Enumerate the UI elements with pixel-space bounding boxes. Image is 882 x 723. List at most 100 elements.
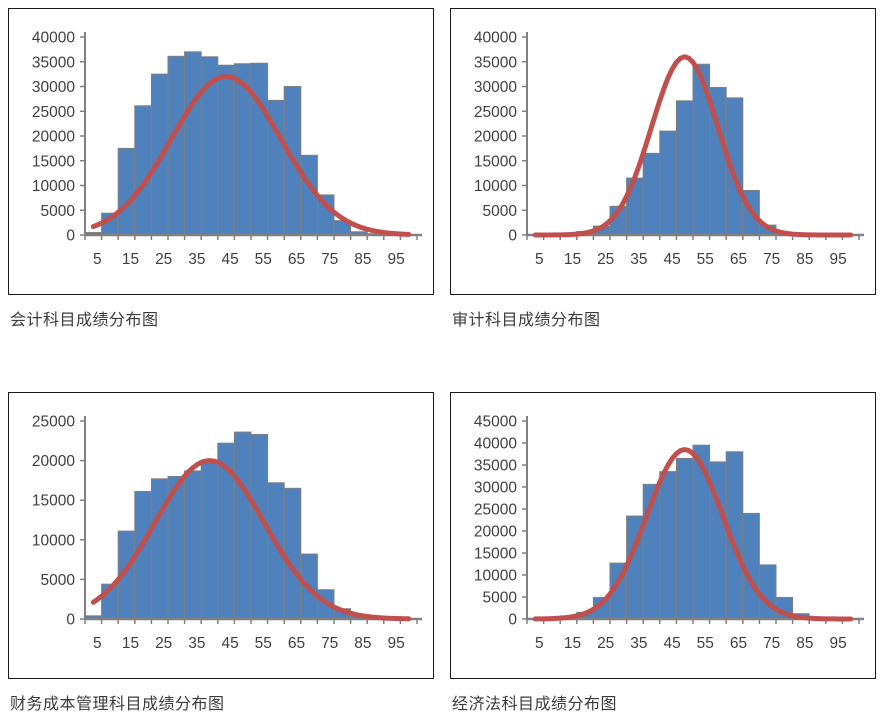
y-axis-tick-label: 40000 [474,30,517,47]
x-axis-tick-label: 95 [387,251,404,268]
normal-distribution-curve [90,74,412,237]
x-axis-tick-label: 55 [255,635,272,652]
caption-financial-cost-management: 财务成本管理科目成绩分布图 [10,696,225,713]
y-axis-tick-label: 45000 [474,414,517,431]
x-axis-tick-label: 85 [796,251,813,268]
y-axis-tick-label: 40000 [474,436,517,453]
x-axis-tick-label: 75 [763,635,780,652]
y-axis-tick-label: 15000 [474,546,517,563]
histogram-bar [642,152,661,236]
chart-accounting-distribution: 0 5000 10000 15000 20000 25000 30000 35000 40000… [8,8,434,295]
x-axis-tick-label: 25 [155,635,172,652]
y-axis-tick-label: 15000 [32,153,75,170]
y-axis-tick-label: 20000 [474,129,517,146]
caption-accounting: 会计科目成绩分布图 [10,312,159,329]
x-axis-tick-label: 25 [597,635,614,652]
y-axis-tick-label: 35000 [474,458,517,475]
y-axis-tick-label: 30000 [474,480,517,497]
histogram-bar [134,105,152,236]
normal-distribution-curve [532,447,854,622]
y-axis-tick-label: 30000 [474,79,517,96]
y-axis-tick-label: 0 [508,612,517,629]
y-axis-tick-label: 10000 [32,178,75,195]
x-axis-tick-label: 65 [730,635,747,652]
histogram-bar [200,460,219,620]
y-axis-tick-label: 0 [66,228,75,245]
x-axis-tick-label: 65 [288,251,305,268]
x-axis-tick-label: 25 [155,251,172,268]
histogram-bar [233,431,252,620]
x-axis-tick-label: 15 [122,251,139,268]
histogram-bar [659,471,677,620]
chart-financial-cost-management-distribution: 0 5000 10000 15000 20000 25000 5 15 25 35 45 55 65 75… [8,392,434,679]
chart-auditing-distribution: 0 5000 10000 15000 20000 25000 30000 35000 40000… [450,8,876,295]
caption-auditing: 审计科目成绩分布图 [452,312,601,329]
x-axis-tick-label: 65 [288,635,305,652]
economic-law-histogram-svg: 0 5000 10000 15000 20000 25000 30000 35000 40000… [474,414,864,652]
x-axis-tick-label: 95 [387,635,404,652]
x-axis-tick-label: 5 [93,635,102,652]
chart-economic-law-distribution: 0 5000 10000 15000 20000 25000 30000 35000 40000… [450,392,876,679]
auditing-histogram-svg: 0 5000 10000 15000 20000 25000 30000 35000 40000… [474,30,864,268]
histogram-bar [167,55,186,236]
y-axis-tick-label: 0 [508,228,517,245]
x-axis-tick-label: 55 [697,251,714,268]
y-axis-tick-label: 10000 [474,568,517,585]
histogram-bar [250,62,269,236]
x-axis-tick-label: 55 [255,251,272,268]
histogram-bar [283,487,302,620]
histogram-bar [758,564,777,620]
x-axis-tick-label: 65 [730,251,747,268]
x-axis-tick-label: 15 [564,251,581,268]
x-axis-tick-label: 85 [796,635,813,652]
x-axis-tick-label: 95 [829,635,846,652]
y-axis-tick-label: 5000 [41,203,76,220]
financial-cost-management-histogram-svg: 0 5000 10000 15000 20000 25000 5 15 25 35 45 55 65 75… [32,414,422,652]
y-axis-tick-label: 25000 [32,104,75,121]
histogram-bar [184,470,202,620]
y-axis-tick-label: 5000 [483,203,518,220]
y-axis-tick-label: 20000 [32,129,75,146]
histogram-bar [117,147,136,236]
x-axis-tick-label: 35 [188,251,205,268]
x-axis-tick-label: 5 [535,251,544,268]
y-axis-tick-label: 25000 [474,104,517,121]
histogram-bar [184,51,202,236]
normal-distribution-curve [532,54,854,238]
x-axis-tick-label: 15 [122,635,139,652]
normal-distribution-curve [90,458,412,622]
x-axis-tick-label: 75 [763,251,780,268]
x-axis-tick-label: 45 [663,251,680,268]
x-axis-tick-label: 35 [630,251,647,268]
x-axis-tick-label: 15 [564,635,581,652]
x-axis-tick-label: 95 [829,251,846,268]
x-axis-tick-label: 5 [535,635,544,652]
x-axis-tick-label: 85 [354,635,371,652]
y-axis-tick-label: 15000 [474,153,517,170]
histogram-bar [659,130,677,236]
y-axis-tick-label: 5000 [41,572,76,589]
y-axis-tick-label: 35000 [474,54,517,71]
x-axis-tick-label: 75 [321,251,338,268]
y-axis-tick-label: 10000 [32,532,75,549]
y-axis-tick-label: 5000 [483,590,518,607]
histogram-bar [217,64,235,236]
y-axis-tick-label: 10000 [474,178,517,195]
y-axis-tick-label: 30000 [32,79,75,96]
y-axis-tick-label: 25000 [474,502,517,519]
x-axis-tick-label: 45 [221,635,238,652]
x-axis-tick-label: 85 [354,251,371,268]
y-axis-tick-label: 40000 [32,30,75,47]
histogram-bar [675,457,694,620]
x-axis-tick-label: 75 [321,635,338,652]
caption-economic-law: 经济法科目成绩分布图 [452,696,618,713]
histogram-bar [675,100,694,236]
x-axis-tick-label: 55 [697,635,714,652]
x-axis-tick-label: 45 [221,251,238,268]
y-axis-tick-label: 0 [66,612,75,629]
x-axis-tick-label: 35 [188,635,205,652]
y-axis-tick-label: 35000 [32,54,75,71]
x-axis-tick-label: 5 [93,251,102,268]
accounting-histogram-svg: 0 5000 10000 15000 20000 25000 30000 35000 40000… [32,30,422,268]
